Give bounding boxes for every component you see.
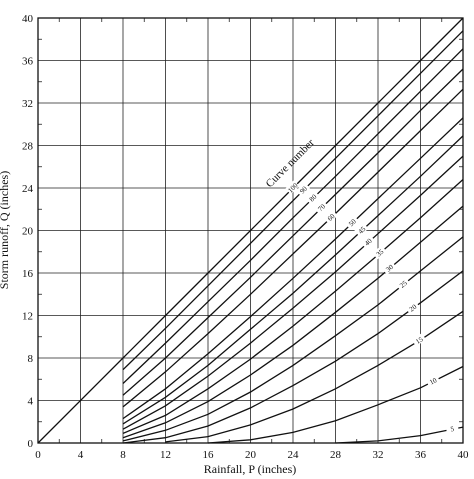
curve-label-background [295, 182, 310, 197]
curve-cn-70 [122, 68, 464, 396]
x-tick-labels: 0 4 8 12 16 20 24 28 32 36 40 [35, 449, 469, 461]
curve-lines [37, 17, 464, 444]
curve-label-cn-25: 25 [398, 279, 409, 290]
y-tick-label: 16 [22, 268, 34, 280]
curve-label-background [395, 276, 411, 291]
y-tick-labels: 0 4 8 12 16 20 24 28 32 36 40 [22, 13, 34, 450]
curve-label-background [381, 260, 397, 275]
curve-label-cn-15: 15 [414, 335, 425, 346]
curve-label-background [313, 200, 329, 215]
curve-label-cn-30: 30 [384, 263, 395, 274]
y-tick-label: 4 [28, 396, 34, 408]
curve-cn-45 [122, 135, 464, 425]
curve-cn-5 [335, 426, 464, 444]
curve-cn-10 [207, 365, 464, 444]
curve-label-cn-35: 35 [375, 247, 386, 258]
curve-label-background [354, 222, 369, 237]
curve-cn-30 [122, 205, 464, 439]
curve-cn-80 [122, 48, 464, 384]
curve-cn-20 [122, 270, 464, 444]
curve-cn-90 [122, 30, 464, 371]
y-tick-label: 40 [22, 13, 34, 25]
curve-label-cn-50: 50 [347, 217, 358, 228]
curve-cn-35 [122, 179, 464, 434]
y-tick-label: 8 [28, 353, 34, 365]
y-tick-label: 12 [22, 311, 33, 323]
curve-label-cn-45: 45 [357, 225, 368, 236]
curve-label-background [425, 374, 440, 387]
x-tick-label: 24 [288, 449, 300, 461]
curve-label-background [360, 234, 375, 249]
curve-label-background [285, 180, 300, 195]
curve-label-background [323, 209, 338, 224]
curve-cn-15 [165, 310, 464, 443]
x-tick-label: 0 [35, 449, 41, 461]
curve-label-background [305, 190, 320, 205]
x-tick-label: 16 [203, 449, 215, 461]
curve-label-cn-5: 5 [450, 425, 455, 434]
curve-label-background [344, 215, 359, 230]
y-axis-label: Storm runoff, Q (inches) [0, 171, 11, 289]
curve-label-background [372, 245, 387, 260]
curve-label-cn-70: 70 [316, 202, 327, 213]
x-tick-label: 20 [245, 449, 257, 461]
curve-cn-50 [122, 117, 464, 420]
y-tick-label: 20 [22, 226, 34, 238]
curve-label-cn-20: 20 [408, 303, 419, 314]
y-tick-label: 36 [22, 56, 34, 68]
x-tick-label: 40 [458, 449, 470, 461]
curve-cn-100 [37, 17, 464, 444]
curve-label-cn-10: 10 [428, 376, 438, 387]
curve-cn-40 [122, 155, 464, 430]
y-tick-label: 32 [22, 98, 33, 110]
y-tick-label: 24 [22, 183, 34, 195]
x-tick-label: 32 [373, 449, 384, 461]
y-tick-label: 0 [28, 438, 34, 450]
x-tick-label: 36 [415, 449, 427, 461]
y-tick-label: 28 [22, 141, 34, 153]
curve-number-label: Curve number [264, 137, 317, 190]
curve-label-background [405, 300, 420, 315]
x-axis-label: Rainfall, P (inches) [204, 462, 297, 476]
plot-frame [37, 17, 464, 444]
curve-label-background [411, 333, 427, 347]
curve-label-cn-60: 60 [326, 212, 337, 223]
curve-cn-60 [122, 88, 464, 408]
curve-label-background [445, 423, 459, 434]
curve-label-cn-90: 90 [298, 184, 309, 195]
x-tick-label: 28 [330, 449, 342, 461]
curve-label-cn-40: 40 [363, 237, 374, 248]
x-tick-label: 4 [78, 449, 84, 461]
curve-label-cn-80: 80 [308, 192, 319, 203]
x-tick-label: 8 [120, 449, 126, 461]
x-tick-label: 12 [160, 449, 171, 461]
